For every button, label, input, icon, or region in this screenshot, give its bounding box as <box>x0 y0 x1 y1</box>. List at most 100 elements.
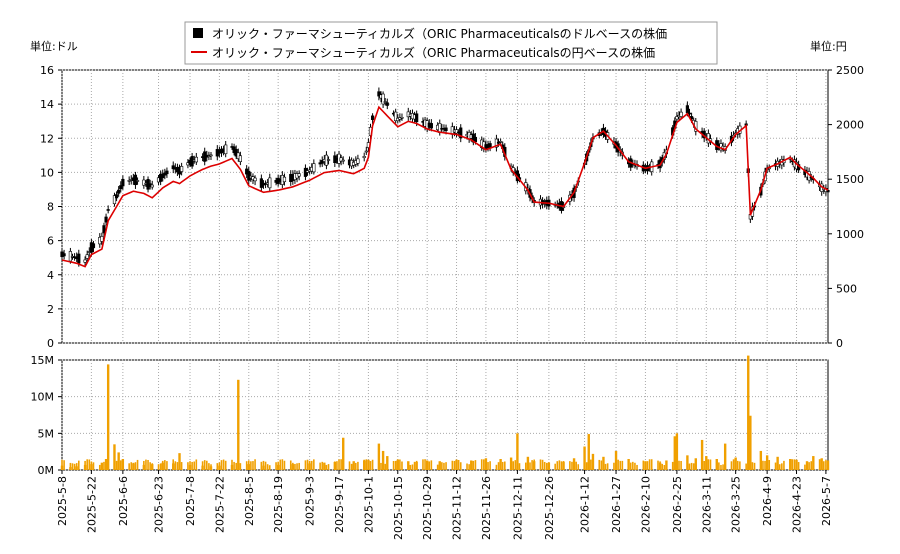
y-tick-label-left: 16 <box>40 64 54 77</box>
x-tick-label: 2026-1-12 <box>579 476 592 533</box>
volume-bar <box>466 463 468 470</box>
x-tick-label: 2025-9-17 <box>333 476 346 533</box>
volume-bar <box>90 461 93 470</box>
y-tick-label-right: 2500 <box>836 64 864 77</box>
volume-bar <box>468 464 470 470</box>
candle-body <box>473 136 478 143</box>
y-tick-label-left: 6 <box>47 235 54 248</box>
volume-bar <box>617 459 619 470</box>
volume-bar <box>128 463 130 470</box>
volume-bar <box>313 459 315 470</box>
volume-bar <box>147 459 149 470</box>
volume-bar <box>77 460 80 470</box>
volume-bar <box>575 461 577 470</box>
volume-bar <box>143 460 145 470</box>
volume-bar <box>701 459 703 470</box>
volume-bar <box>764 460 766 470</box>
candle-body <box>400 117 404 119</box>
x-tick-label: 2025-10-29 <box>421 476 434 540</box>
volume-bar <box>71 463 74 470</box>
volume-bar <box>283 460 286 470</box>
volume-bar <box>350 463 353 470</box>
volume-bar <box>235 462 237 470</box>
candle-body <box>253 177 257 182</box>
volume-bar <box>224 460 227 470</box>
volume-bar <box>334 461 336 470</box>
volume-tick-label: 5M <box>38 427 55 440</box>
candle-body <box>102 225 106 234</box>
candle-body <box>385 102 389 106</box>
x-tick-label: 2025-5-8 <box>56 476 69 526</box>
volume-bar <box>676 459 678 470</box>
volume-bar <box>103 461 105 470</box>
volume-bar <box>531 460 533 470</box>
volume-bar <box>558 460 561 470</box>
y-tick-label-right: 1000 <box>836 228 864 241</box>
candle-body <box>282 176 287 183</box>
volume-bar <box>776 456 779 470</box>
volume-bar <box>715 461 718 470</box>
x-tick-label: 2026-5-7 <box>820 476 833 526</box>
volume-bar <box>659 461 661 470</box>
candle-body <box>679 111 683 117</box>
x-tick-label: 2025-8-5 <box>243 476 256 526</box>
volume-bar <box>355 462 357 470</box>
volume-bar <box>768 460 771 470</box>
volume-bar <box>189 461 191 470</box>
candle-body <box>224 144 228 155</box>
volume-bar <box>621 460 624 470</box>
candle-body <box>499 141 503 143</box>
volume-bar <box>732 459 735 470</box>
volume-bar <box>319 462 321 470</box>
right-axis-unit: 単位:円 <box>810 39 847 53</box>
candle-body <box>687 112 692 115</box>
candle-body <box>415 113 419 123</box>
volume-bar <box>646 461 649 470</box>
candle-body <box>685 105 689 114</box>
y-tick-label-left: 8 <box>47 201 54 214</box>
candle-body <box>91 243 96 249</box>
volume-bar <box>774 462 777 470</box>
volume-bar <box>700 439 704 470</box>
volume-bar <box>327 464 330 470</box>
candle-body <box>112 195 117 205</box>
volume-bar <box>304 460 307 470</box>
volume-bar <box>237 379 240 470</box>
candle-body <box>150 184 154 188</box>
volume-bar <box>342 437 345 470</box>
volume-bar <box>365 459 368 470</box>
candle-body <box>320 160 324 164</box>
volume-bar <box>149 462 151 470</box>
volume-bar <box>543 461 546 470</box>
candle-body <box>488 143 492 148</box>
volume-bar <box>587 461 590 470</box>
volume-bar <box>151 463 154 470</box>
x-tick-label: 2025-11-12 <box>451 476 464 540</box>
candle-body <box>444 127 448 131</box>
volume-bar <box>504 461 506 470</box>
volume-bar <box>598 459 601 470</box>
volume-bar <box>661 463 664 470</box>
volume-bar <box>268 465 271 470</box>
volume-bar <box>63 460 65 470</box>
candle-body <box>133 174 138 186</box>
volume-bar <box>541 459 544 470</box>
volume-bar <box>690 462 693 470</box>
volume-bar <box>394 460 397 470</box>
volume-bar <box>136 459 139 470</box>
candle-body <box>341 159 345 162</box>
x-tick-label: 2026-2-10 <box>639 476 652 533</box>
volume-bar <box>245 461 248 470</box>
volume-bar <box>75 463 78 470</box>
volume-bar <box>587 434 590 470</box>
volume-bar <box>380 462 382 470</box>
candle-body <box>100 236 104 242</box>
legend-label-jpy: オリック・ファーマシューティカルズ（ORIC Pharmaceuticalsの円… <box>212 45 655 60</box>
volume-bar <box>386 456 389 470</box>
volume-bar <box>483 459 485 470</box>
candle-body <box>675 116 679 120</box>
volume-bar <box>675 433 679 470</box>
volume-bar <box>187 462 189 470</box>
volume-bar <box>195 459 198 470</box>
